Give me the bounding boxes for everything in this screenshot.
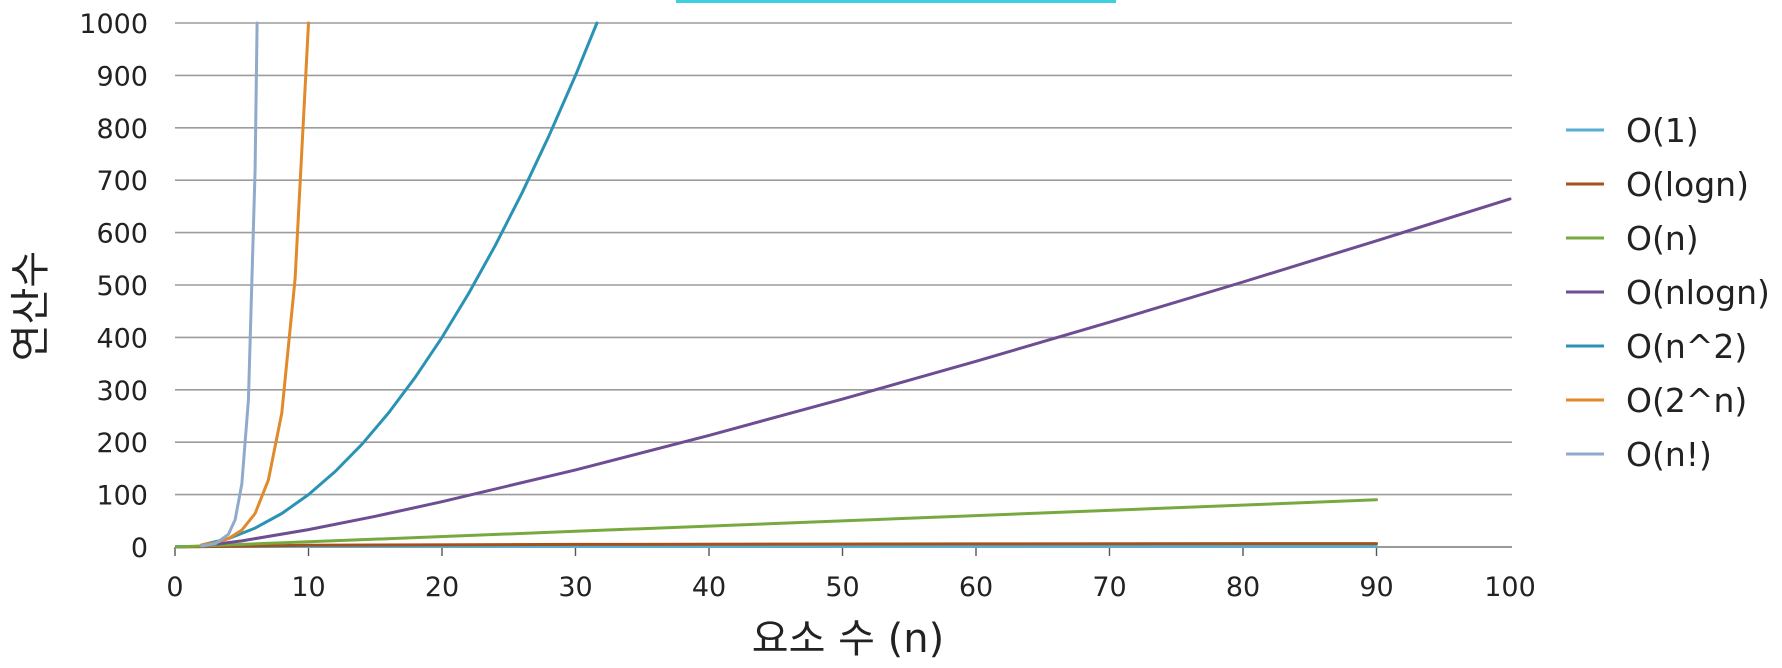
x-tick-label: 20 <box>425 572 459 603</box>
x-tick-label: 70 <box>1092 572 1126 603</box>
series-line <box>175 542 1378 549</box>
y-tick-label: 800 <box>96 114 148 145</box>
legend: O(1) O(logn) O(n) O(nlogn) O(n^2) O(2^n) O(n!) <box>1566 111 1770 474</box>
x-tick-label: 30 <box>558 572 592 603</box>
series-line <box>200 21 599 547</box>
x-tick-label: 90 <box>1359 572 1393 603</box>
x-tick-label: 10 <box>291 572 325 603</box>
x-tick-label: 0 <box>166 572 183 603</box>
x-tick-label: 60 <box>959 572 993 603</box>
y-tick-label: 200 <box>96 428 148 459</box>
series-lines <box>175 21 1512 549</box>
y-tick-label: 0 <box>131 533 148 564</box>
series-line <box>200 197 1512 548</box>
x-axis-ticks: 0 10 20 30 40 50 60 70 80 90 100 <box>166 547 1536 603</box>
x-axis-label: 요소 수 (n) <box>752 616 944 662</box>
legend-label: O(2^n) <box>1626 381 1747 420</box>
y-axis-label: 연산수 <box>8 251 54 361</box>
y-tick-label: 100 <box>96 481 148 512</box>
legend-label: O(n!) <box>1626 435 1712 474</box>
y-tick-label: 600 <box>96 219 148 250</box>
gridlines <box>175 22 1512 548</box>
legend-label: O(logn) <box>1626 165 1749 204</box>
x-tick-label: 40 <box>692 572 726 603</box>
y-tick-label: 900 <box>96 61 148 92</box>
y-tick-label: 400 <box>96 323 148 354</box>
title-bar-accent <box>676 0 1116 3</box>
legend-label: O(n) <box>1626 219 1699 258</box>
y-tick-label: 700 <box>96 166 148 197</box>
x-tick-label: 100 <box>1484 572 1536 603</box>
y-tick-label: 1000 <box>79 9 148 40</box>
y-tick-label: 500 <box>96 271 148 302</box>
legend-label: O(nlogn) <box>1626 273 1770 312</box>
x-tick-label: 80 <box>1226 572 1260 603</box>
series-line <box>200 21 259 548</box>
legend-label: O(n^2) <box>1626 327 1747 366</box>
legend-label: O(1) <box>1626 111 1699 150</box>
y-axis-ticks: 0 100 200 300 400 500 600 700 800 900 1000 <box>79 9 148 564</box>
x-tick-label: 50 <box>825 572 859 603</box>
series-line <box>175 498 1378 549</box>
y-tick-label: 300 <box>96 376 148 407</box>
